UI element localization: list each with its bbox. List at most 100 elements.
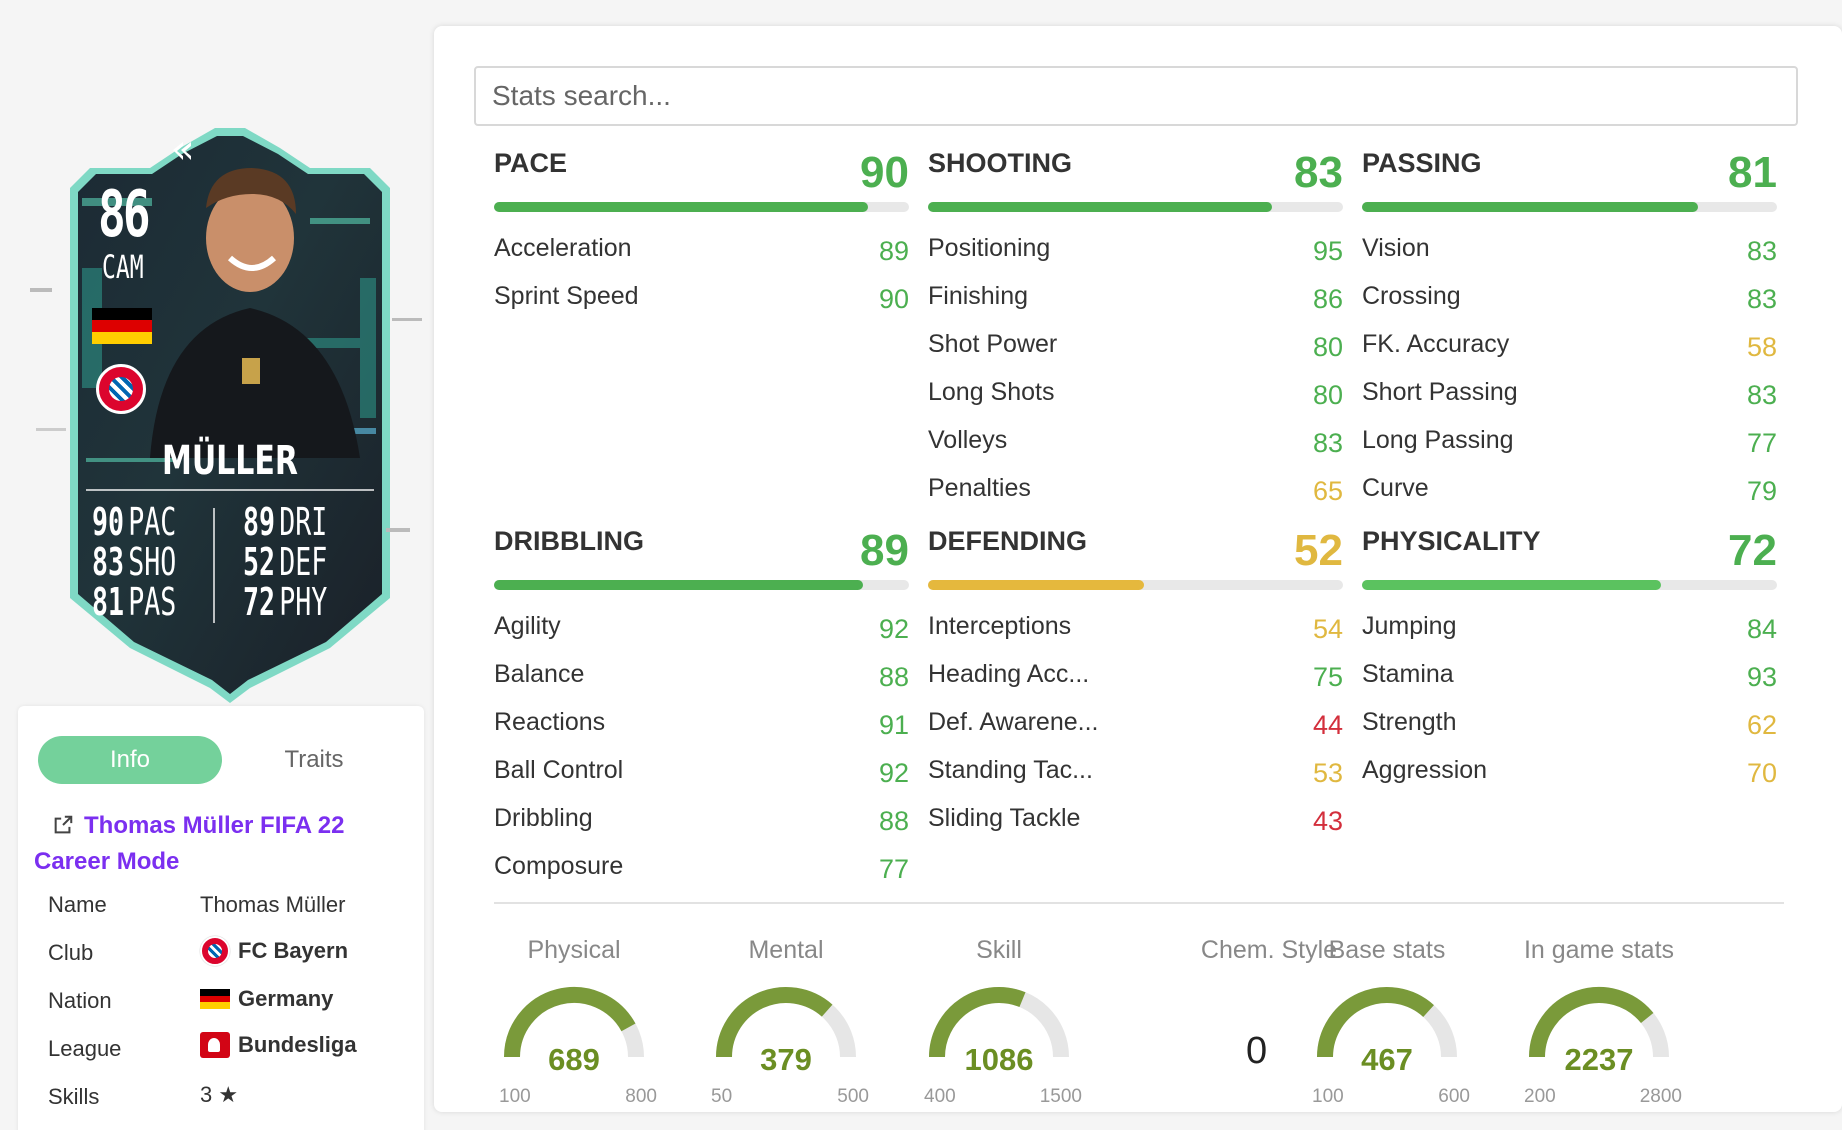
gauge-label: Physical xyxy=(527,936,621,964)
gauge-label: In game stats xyxy=(1523,936,1675,964)
stat-value: 43 xyxy=(1312,806,1343,836)
stat-name: Standing Tac... xyxy=(928,756,1093,784)
stat-row: Ball Control 92 xyxy=(494,734,909,788)
stat-value: 80 xyxy=(1312,380,1343,410)
stat-value: 86 xyxy=(1312,284,1343,314)
category-dribbling: DRIBBLING 89 Agility 92 Balance 88 React… xyxy=(494,526,909,884)
info-label-name: Name xyxy=(48,892,107,917)
stat-row: Positioning 95 xyxy=(928,212,1343,266)
bundesliga-icon xyxy=(200,1032,230,1058)
gauge-max: 1500 xyxy=(1039,1086,1082,1107)
card-player-name: MÜLLER xyxy=(161,438,299,484)
stat-name: Agility xyxy=(494,612,561,640)
stat-value: 80 xyxy=(1312,332,1343,362)
category-bar xyxy=(494,202,909,212)
info-value-club[interactable]: FC Bayern xyxy=(200,936,348,966)
stat-row: Penalties 65 xyxy=(928,452,1343,506)
stats-search-input[interactable] xyxy=(474,66,1798,126)
stat-name: Finishing xyxy=(928,282,1029,310)
category-value: 52 xyxy=(1294,526,1343,575)
gauge-label: Base stats xyxy=(1328,936,1446,964)
gauge-value: 689 xyxy=(548,1042,600,1077)
stat-name: Long Passing xyxy=(1362,426,1514,454)
stat-value: 88 xyxy=(878,662,909,692)
stat-row: Sliding Tackle 43 xyxy=(928,782,1343,836)
stat-row: Volleys 83 xyxy=(928,404,1343,458)
stat-name: Def. Awarene... xyxy=(928,708,1099,736)
gauge-value: 2237 xyxy=(1564,1042,1634,1077)
career-mode-link[interactable]: Thomas Müller FIFA 22 Career Mode xyxy=(34,808,374,880)
germany-flag-icon xyxy=(92,308,152,344)
career-mode-link-line2: Career Mode xyxy=(34,848,180,875)
info-label-club: Club xyxy=(48,940,94,965)
gauge-arc xyxy=(504,987,644,1058)
stat-value: 89 xyxy=(878,236,909,266)
stat-row: Long Passing 77 xyxy=(1362,404,1777,458)
card-position: CAM xyxy=(102,248,144,286)
stat-row: Shot Power 80 xyxy=(928,308,1343,362)
tab-info[interactable]: Info xyxy=(38,736,222,784)
category-value: 90 xyxy=(860,148,909,197)
germany-flag-icon xyxy=(200,989,230,1009)
club-icon xyxy=(200,936,230,966)
stat-row: Finishing 86 xyxy=(928,260,1343,314)
category-name: PHYSICALITY xyxy=(1362,526,1541,556)
category-defending: DEFENDING 52 Interceptions 54 Heading Ac… xyxy=(928,526,1343,836)
card-stat-pac: 90 PAC xyxy=(92,500,177,544)
category-bar-fill xyxy=(928,202,1273,212)
stat-row: Reactions 91 xyxy=(494,686,909,740)
info-value-league[interactable]: Bundesliga xyxy=(200,1032,357,1058)
stat-row: Dribbling 88 xyxy=(494,782,909,836)
stat-name: Heading Acc... xyxy=(928,660,1090,688)
stat-name: Interceptions xyxy=(928,612,1072,640)
category-bar xyxy=(928,202,1343,212)
gauge-value: 467 xyxy=(1361,1042,1413,1077)
stat-row: Heading Acc... 75 xyxy=(928,638,1343,692)
stat-value: 83 xyxy=(1746,284,1777,314)
gauge-label: Skill xyxy=(976,936,1022,964)
stat-value: 65 xyxy=(1312,476,1343,506)
category-name: DRIBBLING xyxy=(494,526,644,556)
gauge-max: 2800 xyxy=(1639,1086,1682,1107)
stat-value: 95 xyxy=(1312,236,1343,266)
stat-row: Balance 88 xyxy=(494,638,909,692)
card-stat-sho: 83 SHO xyxy=(92,540,177,584)
category-physicality: PHYSICALITY 72 Jumping 84 Stamina 93 Str… xyxy=(1362,526,1777,788)
stat-row: Acceleration 89 xyxy=(494,212,909,266)
stat-name: Sprint Speed xyxy=(494,282,639,310)
gauge-arc xyxy=(716,987,856,1058)
stat-row: Standing Tac... 53 xyxy=(928,734,1343,788)
player-card: 86 CAM MÜLLER 90 PAC 83 SHO 81 PAS 89 DRI 52… xyxy=(30,128,430,708)
info-value-nation[interactable]: Germany xyxy=(200,986,333,1012)
stat-row: Jumping 84 xyxy=(1362,590,1777,644)
gauge-min: 50 xyxy=(711,1086,733,1107)
category-shooting: SHOOTING 83 Positioning 95 Finishing 86 … xyxy=(928,148,1343,506)
stat-name: Strength xyxy=(1362,708,1457,736)
card-stat-pas: 81 PAS xyxy=(92,580,177,624)
category-bar-fill xyxy=(928,580,1144,590)
tab-traits[interactable]: Traits xyxy=(284,746,344,773)
info-value-skills: 3 ★ xyxy=(200,1082,239,1107)
gauge-max: 800 xyxy=(625,1086,657,1107)
chem-style-value: 0 xyxy=(1246,1030,1268,1072)
stat-row: Composure 77 xyxy=(494,830,909,884)
gauge-mental: Mental 379 50 500 xyxy=(701,936,871,1107)
panel-divider xyxy=(494,902,1784,904)
stat-name: Positioning xyxy=(928,234,1051,262)
gauge-arc xyxy=(929,987,1069,1058)
stat-name: Sliding Tackle xyxy=(928,804,1081,832)
stat-name: Ball Control xyxy=(494,756,624,784)
card-rating: 86 xyxy=(98,178,151,252)
stat-row: FK. Accuracy 58 xyxy=(1362,308,1777,362)
gauge-arc xyxy=(1529,987,1669,1058)
external-link-icon xyxy=(54,815,73,834)
stat-row: Interceptions 54 xyxy=(928,590,1343,644)
category-header: DRIBBLING 89 xyxy=(494,526,909,576)
card-stat-dri: 89 DRI xyxy=(243,500,328,544)
category-name: DEFENDING xyxy=(928,526,1088,556)
gauge-value: 379 xyxy=(760,1042,812,1077)
category-value: 89 xyxy=(860,526,909,575)
category-header: PACE 90 xyxy=(494,148,909,198)
stat-row: Sprint Speed 90 xyxy=(494,260,909,314)
stat-name: Composure xyxy=(494,852,624,880)
